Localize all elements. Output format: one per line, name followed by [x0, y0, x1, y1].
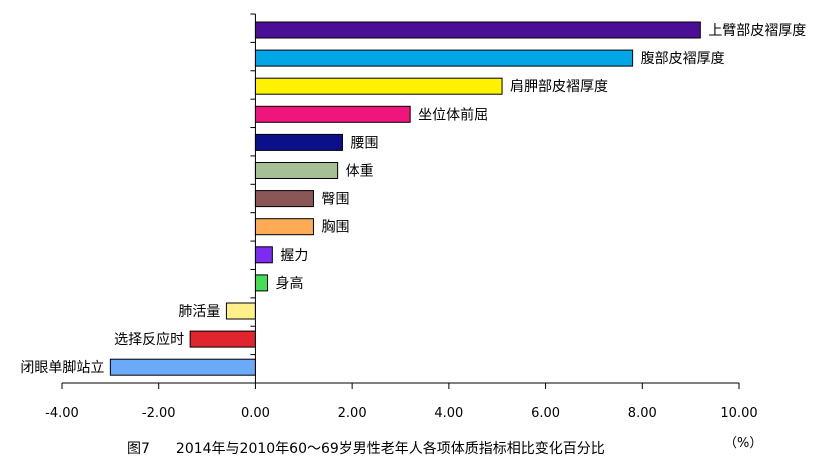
x-tick-label-6: 6.00 [531, 406, 560, 421]
bars-group [109, 21, 701, 376]
bar-8 [254, 218, 314, 236]
bar-1 [254, 21, 701, 39]
bar-9 [254, 246, 273, 264]
category-labels-group: 上臂部皮褶厚度腹部皮褶厚度肩胛部皮褶厚度坐位体前屈腰围体重臀围胸围握力身高肺活量… [20, 23, 806, 376]
category-label-10: 身高 [276, 275, 304, 292]
category-label-13: 闭眼单脚站立 [20, 360, 104, 376]
category-label-7: 臀围 [321, 192, 349, 208]
x-axis-unit: （%） [724, 436, 763, 451]
bar-4 [254, 105, 411, 123]
category-label-4: 坐位体前屈 [418, 106, 488, 123]
category-label-8: 胸围 [321, 220, 349, 236]
chart-title: 2014年与2010年60～69岁男性老年人各项体质指标相比变化百分比 [175, 441, 605, 457]
x-tick-label-7: 8.00 [628, 406, 657, 421]
figure-number: 图7 [127, 441, 150, 457]
bar-2 [254, 49, 634, 67]
bar-13 [109, 358, 256, 376]
bar-6 [254, 162, 339, 179]
x-axis: -4.00 -2.00 0.00 2.00 4.00 6.00 8.00 10.00 [45, 13, 758, 421]
x-tick-label-8: 10.00 [720, 406, 757, 421]
category-label-12: 选择反应时 [114, 331, 184, 348]
category-label-11: 肺活量 [178, 304, 220, 320]
category-label-5: 腰围 [350, 135, 378, 151]
category-label-9: 握力 [280, 248, 308, 264]
x-tick-label-2: -2.00 [142, 406, 176, 421]
x-tick-label-1: -4.00 [45, 406, 79, 421]
bar-3 [254, 77, 503, 95]
bar-12 [189, 330, 256, 348]
category-label-3: 肩胛部皮褶厚度 [510, 79, 608, 95]
bar-11 [225, 302, 256, 320]
bar-5 [254, 133, 343, 151]
figure-caption: 图7 2014年与2010年60～69岁男性老年人各项体质指标相比变化百分比 [127, 438, 605, 458]
category-label-2: 腹部皮褶厚度 [641, 50, 725, 67]
x-tick-label-3: 0.00 [241, 406, 270, 421]
bar-7 [254, 190, 314, 208]
category-label-1: 上臂部皮褶厚度 [708, 23, 806, 39]
bar-10 [254, 274, 269, 292]
x-tick-label-5: 4.00 [434, 406, 463, 421]
x-tick-label-4: 2.00 [338, 406, 367, 421]
category-label-6: 体重 [346, 164, 374, 180]
